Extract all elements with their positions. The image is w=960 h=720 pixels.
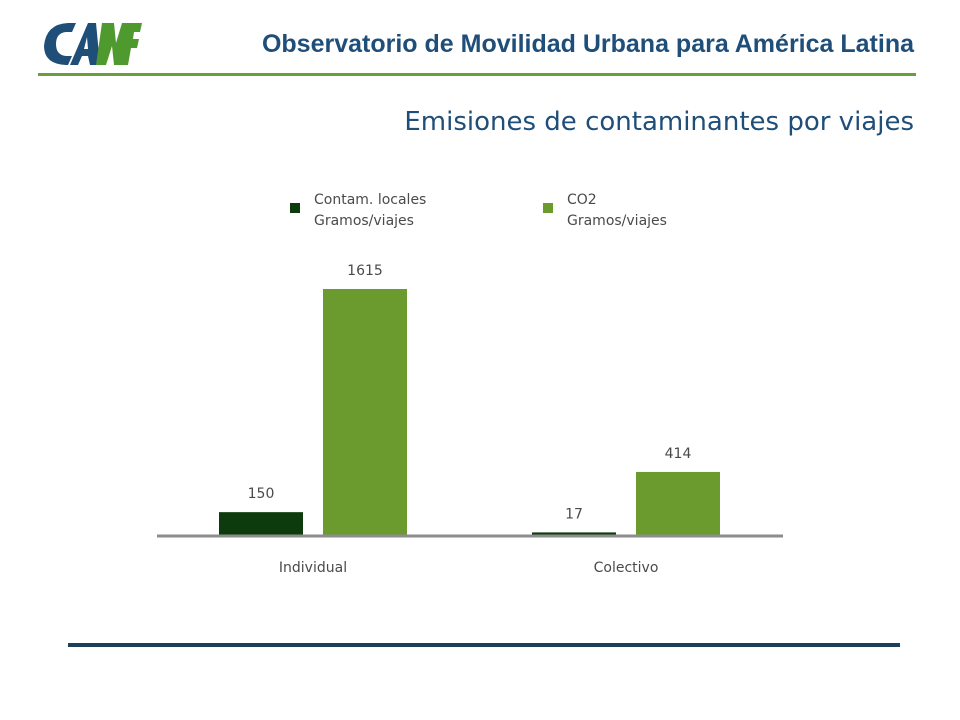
bar-1-1 <box>636 471 720 535</box>
header-title: Observatorio de Movilidad Urbana para Am… <box>261 30 914 58</box>
bar-1-0 <box>532 532 616 535</box>
bar-0-0 <box>219 512 303 535</box>
category-label-0: Individual <box>279 560 347 576</box>
caf-logo <box>38 20 148 72</box>
bar-0-1 <box>323 289 407 535</box>
data-label-1-1: 414 <box>665 446 692 462</box>
footer-divider <box>68 643 900 647</box>
data-label-0-1: 1615 <box>347 263 383 279</box>
slide-title: Emisiones de contaminantes por viajes <box>404 107 914 137</box>
legend-label-1-0: CO2 <box>567 192 597 208</box>
data-label-0-0: 150 <box>248 486 275 502</box>
legend-label-1-1: Gramos/viajes <box>567 213 667 229</box>
legend-swatch-1 <box>543 203 553 213</box>
legend-label-0-1: Gramos/viajes <box>314 213 414 229</box>
legend-label-0-0: Contam. locales <box>314 192 426 208</box>
data-label-1-0: 17 <box>565 506 583 522</box>
legend-swatch-0 <box>290 203 300 213</box>
header-divider <box>38 73 916 76</box>
category-label-1: Colectivo <box>594 560 659 576</box>
